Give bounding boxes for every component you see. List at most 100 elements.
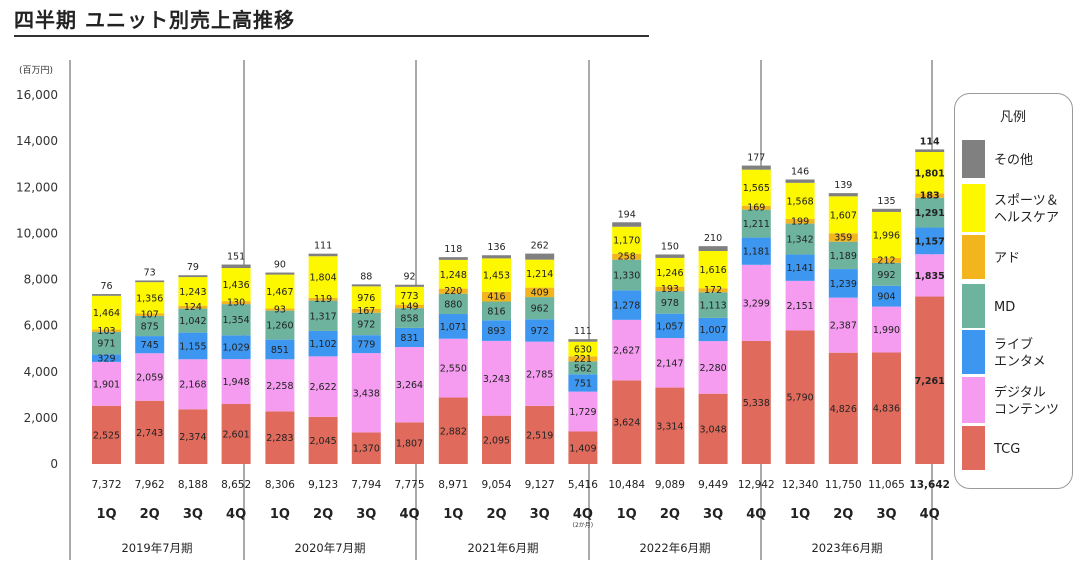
- segment-value-label: 971: [97, 339, 115, 350]
- bar-segment-ad: [525, 287, 555, 298]
- segment-value-label: 7,261: [915, 376, 945, 387]
- bar-segment-digital: [698, 341, 728, 394]
- legend-label-sports: スポーツ＆: [994, 194, 1059, 209]
- total-value-label: 9,449: [698, 479, 728, 491]
- segment-value-label: 3,048: [699, 424, 726, 435]
- legend-label-digital: コンテンツ: [994, 403, 1059, 418]
- quarter-label: 1Q: [790, 507, 810, 522]
- bar-segment-ad: [351, 308, 381, 313]
- segment-value-label: 2,627: [613, 346, 640, 357]
- segment-value-label: 2,882: [440, 426, 467, 437]
- segment-value-label: 2,095: [483, 435, 510, 446]
- other-value-label: 111: [314, 241, 332, 252]
- fiscal-year-label: 2019年7月期: [121, 541, 192, 555]
- bar-segment-MD: [221, 304, 251, 336]
- segment-value-label: 1,243: [179, 287, 206, 298]
- total-value-label: 7,962: [135, 479, 165, 491]
- segment-value-label: 193: [661, 284, 679, 295]
- segment-value-label: 1,948: [222, 377, 249, 388]
- segment-value-label: 3,624: [613, 418, 640, 429]
- bars: [92, 149, 945, 464]
- bar-segment-MD: [872, 262, 901, 286]
- segment-value-label: 779: [357, 340, 375, 351]
- segment-value-label: 1,342: [786, 235, 813, 246]
- bar-segment-sports: [351, 286, 381, 309]
- total-value-label: 8,306: [265, 479, 295, 491]
- segment-value-label: 1,157: [915, 236, 945, 247]
- segment-value-label: 904: [877, 292, 895, 303]
- bar-segment-sports: [221, 268, 251, 302]
- segment-value-label: 2,374: [179, 432, 206, 443]
- bar-segment-TCG: [178, 409, 208, 464]
- quarter-label: 1Q: [617, 507, 637, 522]
- quarter-label: 3Q: [703, 507, 723, 522]
- bar-segment-ad: [178, 305, 208, 309]
- bar-segment-MD: [351, 312, 381, 336]
- segment-value-label: 2,387: [830, 321, 857, 332]
- other-value-label: 88: [360, 271, 372, 282]
- bar-segment-ad: [698, 288, 728, 293]
- segment-value-label: 1,214: [526, 269, 553, 280]
- bar-segment-other: [482, 255, 511, 259]
- bar-segment-TCG: [265, 411, 295, 464]
- bar-segment-ad: [915, 193, 945, 198]
- segment-value-label: 93: [274, 305, 286, 316]
- bar-segment-MD: [612, 259, 642, 291]
- legend-label-ad: アド: [994, 251, 1020, 266]
- segment-value-label: 416: [487, 292, 505, 303]
- bar-segment-live: [178, 332, 208, 360]
- total-value-label: 10,484: [608, 479, 645, 491]
- bar-segment-MD: [395, 308, 424, 328]
- bar-segment-MD: [178, 308, 208, 333]
- legend-swatch-ad: [962, 235, 985, 279]
- legend-label-digital: デジタル: [994, 385, 1046, 401]
- segment-value-label: 2,622: [309, 382, 336, 393]
- bar-segment-sports: [828, 196, 858, 234]
- quarter-labels: 1Q 2Q 3Q 4Q 1Q 2Q 3Q 4Q 1Q 2Q 3Q 4Q(2か月)1Q 2Q 3Q 4Q 1Q 2…: [96, 507, 939, 529]
- bar-segment-sports: [482, 258, 511, 292]
- bar-segment-ad: [135, 313, 165, 316]
- total-value-label: 9,127: [525, 479, 555, 491]
- legend-label-live: ライブ: [994, 337, 1033, 353]
- legend-title: 凡例: [1000, 110, 1026, 125]
- y-tick-label: 6,000: [24, 319, 58, 333]
- quarter-label: 2Q: [660, 507, 680, 522]
- segment-value-label: 773: [400, 291, 418, 302]
- segment-value-label: 3,264: [396, 380, 423, 391]
- page-title: 四半期 ユニット別売上高推移: [14, 8, 295, 32]
- bar-segment-digital: [525, 341, 555, 406]
- bar-segment-live: [438, 314, 468, 339]
- bar-segment-ad: [308, 297, 338, 301]
- total-value-label: 7,372: [91, 479, 121, 491]
- bar-segment-TCG: [915, 296, 945, 464]
- bar-segment-other: [135, 280, 165, 283]
- bar-segment-TCG: [92, 405, 121, 464]
- segment-value-label: 1,239: [830, 279, 857, 290]
- bar-segment-TCG: [395, 422, 424, 464]
- other-value-label: 194: [618, 209, 636, 220]
- segment-value-label: 1,464: [93, 308, 120, 319]
- bar-segment-other: [525, 253, 555, 260]
- other-value-label: 146: [791, 166, 809, 177]
- y-axis: 0 2,000 4,000 6,000 8,000 10,000 12,000 14,000 1…: [16, 88, 58, 471]
- bar-segment-MD: [568, 361, 598, 375]
- bar-segment-sports: [568, 341, 598, 357]
- total-value-label: 8,652: [221, 479, 251, 491]
- segment-value-label: 978: [661, 298, 679, 309]
- other-value-label: 92: [403, 272, 415, 283]
- bar-segment-sports: [265, 274, 295, 309]
- bar-segment-live: [915, 227, 945, 255]
- bar-segment-sports: [872, 211, 901, 258]
- segment-value-label: 1,354: [222, 315, 249, 326]
- total-value-label: 11,065: [868, 479, 905, 491]
- bar-segment-MD: [265, 310, 295, 340]
- bar-segment-sports: [915, 152, 945, 194]
- bar-segment-TCG: [698, 393, 728, 464]
- bar-segment-ad: [92, 329, 121, 332]
- quarter-label: 2Q: [313, 507, 333, 522]
- segment-value-label: 329: [97, 354, 115, 365]
- segment-value-label: 1,565: [743, 183, 770, 194]
- bar-segment-live: [92, 354, 121, 362]
